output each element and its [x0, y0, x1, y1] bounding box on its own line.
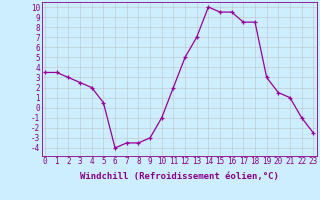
- X-axis label: Windchill (Refroidissement éolien,°C): Windchill (Refroidissement éolien,°C): [80, 172, 279, 181]
